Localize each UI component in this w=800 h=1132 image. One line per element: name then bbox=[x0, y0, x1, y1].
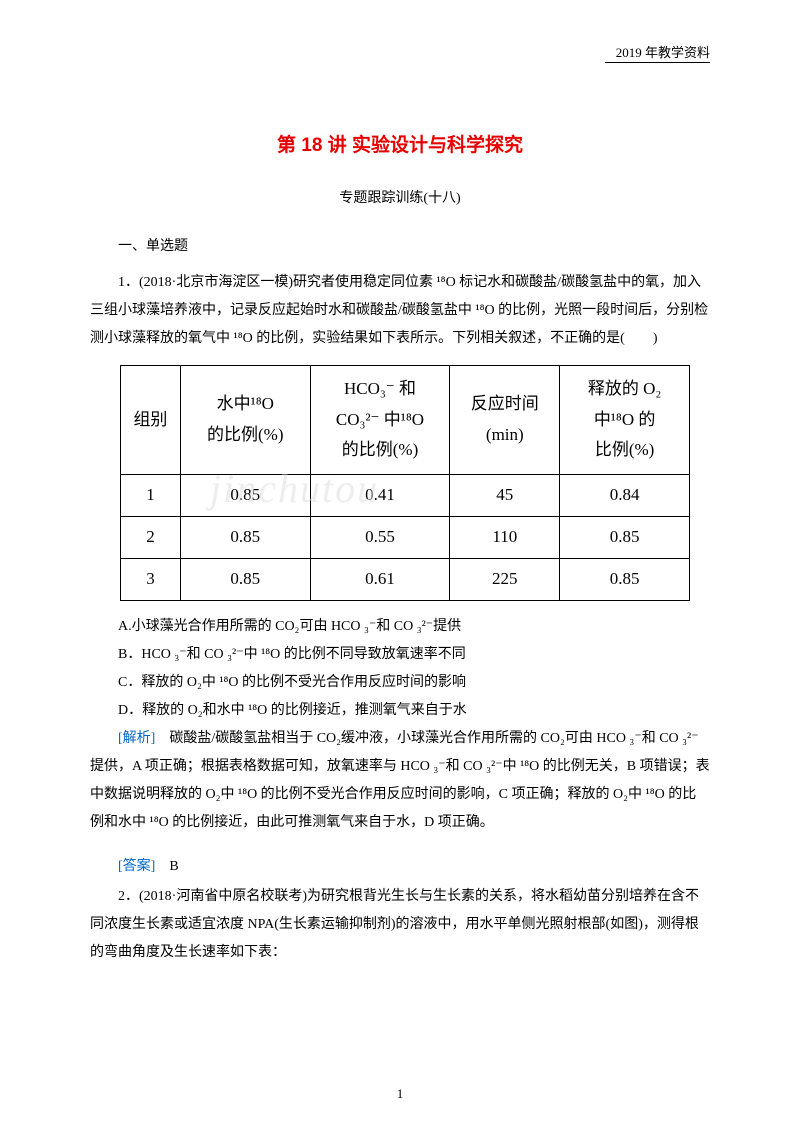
page-number: 1 bbox=[0, 1086, 800, 1102]
table-header-row: 组别 水中¹⁸O 的比例(%) HCO₃⁻ 和 CO₃²⁻ 中¹⁸O 的比例(%… bbox=[121, 366, 690, 475]
th-released: 释放的 O₂ 中¹⁸O 的 比例(%) bbox=[560, 366, 690, 475]
data-table: 组别 水中¹⁸O 的比例(%) HCO₃⁻ 和 CO₃²⁻ 中¹⁸O 的比例(%… bbox=[120, 365, 690, 601]
answer-para: [答案] B bbox=[90, 853, 710, 881]
cell: 0.84 bbox=[560, 474, 690, 516]
q2-intro: 2．(2018·河南省中原名校联考)为研究根背光生长与生长素的关系，将水稻幼苗分… bbox=[90, 883, 710, 967]
table-row: 3 0.85 0.61 225 0.85 bbox=[121, 558, 690, 600]
q1-intro: 1．(2018·北京市海淀区一模)研究者使用稳定同位素 ¹⁸O 标记水和碳酸盐/… bbox=[90, 269, 710, 353]
answer-label: [答案] bbox=[118, 859, 155, 874]
cell: 0.55 bbox=[310, 516, 450, 558]
th-time: 反应时间 (min) bbox=[450, 366, 560, 475]
cell: 0.41 bbox=[310, 474, 450, 516]
data-table-container: jinchutou 组别 水中¹⁸O 的比例(%) HCO₃⁻ 和 CO₃²⁻ … bbox=[120, 365, 710, 601]
cell: 0.85 bbox=[180, 474, 310, 516]
analysis-text: 碳酸盐/碳酸氢盐相当于 CO₂缓冲液，小球藻光合作用所需的 CO₂可由 HCO … bbox=[90, 731, 710, 830]
cell: 0.85 bbox=[180, 516, 310, 558]
cell: 3 bbox=[121, 558, 181, 600]
option-a: A.小球藻光合作用所需的 CO₂可由 HCO ₃⁻和 CO ₃²⁻提供 bbox=[90, 613, 710, 641]
table-row: 1 0.85 0.41 45 0.84 bbox=[121, 474, 690, 516]
cell: 0.61 bbox=[310, 558, 450, 600]
cell: 0.85 bbox=[560, 558, 690, 600]
section-heading: 一、单选题 bbox=[90, 235, 710, 255]
cell: 110 bbox=[450, 516, 560, 558]
header-underline bbox=[605, 62, 710, 63]
analysis-para: [解析] 碳酸盐/碳酸氢盐相当于 CO₂缓冲液，小球藻光合作用所需的 CO₂可由… bbox=[90, 725, 710, 837]
table-row: 2 0.85 0.55 110 0.85 bbox=[121, 516, 690, 558]
cell: 0.85 bbox=[180, 558, 310, 600]
option-c: C．释放的 O₂中 ¹⁸O 的比例不受光合作用反应时间的影响 bbox=[90, 669, 710, 697]
cell: 0.85 bbox=[560, 516, 690, 558]
cell: 45 bbox=[450, 474, 560, 516]
cell: 225 bbox=[450, 558, 560, 600]
analysis-label: [解析] bbox=[118, 731, 155, 746]
th-hco3: HCO₃⁻ 和 CO₃²⁻ 中¹⁸O 的比例(%) bbox=[310, 366, 450, 475]
header-right-text: 2019 年教学资料 bbox=[616, 42, 710, 61]
th-group: 组别 bbox=[121, 366, 181, 475]
cell: 2 bbox=[121, 516, 181, 558]
subtitle: 专题跟踪训练(十八) bbox=[90, 187, 710, 207]
main-title: 第 18 讲 实验设计与科学探究 bbox=[90, 130, 710, 157]
option-b: B．HCO ₃⁻和 CO ₃²⁻中 ¹⁸O 的比例不同导致放氧速率不同 bbox=[90, 641, 710, 669]
cell: 1 bbox=[121, 474, 181, 516]
option-d: D．释放的 O₂和水中 ¹⁸O 的比例接近，推测氧气来自于水 bbox=[90, 697, 710, 725]
th-water: 水中¹⁸O 的比例(%) bbox=[180, 366, 310, 475]
answer-text: B bbox=[155, 859, 178, 874]
